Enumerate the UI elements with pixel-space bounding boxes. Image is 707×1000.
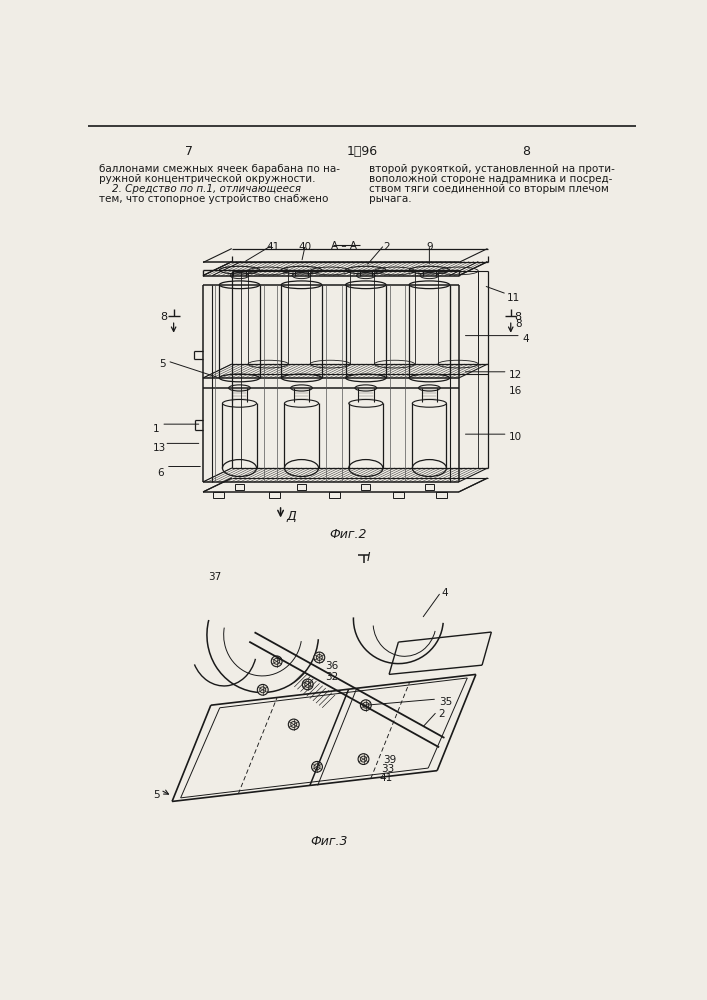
Text: 37: 37 [209, 572, 222, 582]
Text: 9: 9 [426, 242, 433, 252]
Text: 13: 13 [153, 443, 166, 453]
Text: тем, что стопорное устройство снабжено: тем, что стопорное устройство снабжено [99, 194, 329, 204]
Text: 2: 2 [438, 709, 445, 719]
Text: 1: 1 [153, 424, 160, 434]
Circle shape [257, 684, 268, 695]
Text: 4: 4 [441, 588, 448, 598]
Text: ружной концентрической окружности.: ружной концентрической окружности. [99, 174, 316, 184]
Text: 39: 39 [383, 755, 396, 765]
Circle shape [358, 754, 369, 764]
Bar [297, 484, 306, 490]
Bar [393, 492, 404, 498]
Text: 33: 33 [381, 764, 395, 774]
Bar [436, 492, 448, 498]
Text: 32: 32 [325, 672, 338, 682]
Circle shape [271, 656, 282, 667]
Text: 11: 11 [507, 293, 520, 303]
Text: 40: 40 [299, 242, 312, 252]
Text: 12: 12 [509, 370, 522, 380]
Text: рычага.: рычага. [369, 194, 411, 204]
Text: 8: 8 [515, 319, 522, 329]
Bar [235, 484, 244, 490]
Bar [213, 492, 224, 498]
Text: Д: Д [286, 510, 296, 523]
Text: 2. Средство по п.1, отличающееся: 2. Средство по п.1, отличающееся [99, 184, 301, 194]
Bar [269, 492, 280, 498]
Text: 5: 5 [153, 790, 160, 800]
Text: 2: 2 [383, 242, 390, 252]
Text: Фиг.3: Фиг.3 [310, 835, 347, 848]
Text: 8: 8 [160, 312, 167, 322]
Text: Фиг.2: Фиг.2 [329, 528, 367, 541]
Text: 7: 7 [185, 145, 193, 158]
Text: 41: 41 [380, 773, 393, 783]
Text: 6: 6 [158, 468, 164, 478]
Text: 16: 16 [509, 386, 522, 396]
Text: 10: 10 [509, 432, 522, 442]
Text: А – А: А – А [331, 241, 357, 251]
Text: 5: 5 [159, 359, 166, 369]
Text: ством тяги соединенной со вторым плечом: ством тяги соединенной со вторым плечом [369, 184, 609, 194]
Circle shape [361, 700, 371, 711]
Text: второй рукояткой, установленной на проти-: второй рукояткой, установленной на проти… [369, 164, 615, 174]
Text: 36: 36 [325, 661, 338, 671]
Circle shape [314, 652, 325, 663]
Bar [329, 492, 340, 498]
Bar [425, 484, 434, 490]
Text: 41: 41 [267, 242, 279, 252]
Circle shape [303, 679, 313, 690]
Text: 8: 8 [514, 312, 521, 322]
Text: баллонами смежных ячеек барабана по на-: баллонами смежных ячеек барабана по на- [99, 164, 340, 174]
Text: I: I [367, 551, 370, 564]
Bar [361, 484, 370, 490]
Circle shape [288, 719, 299, 730]
Circle shape [312, 761, 322, 772]
Text: 8: 8 [522, 145, 530, 158]
Text: 4: 4 [522, 334, 529, 344]
Text: воположной стороне надрамника и посред-: воположной стороне надрамника и посред- [369, 174, 612, 184]
Text: 1焃96: 1焃96 [347, 145, 378, 158]
Text: 35: 35 [438, 697, 452, 707]
